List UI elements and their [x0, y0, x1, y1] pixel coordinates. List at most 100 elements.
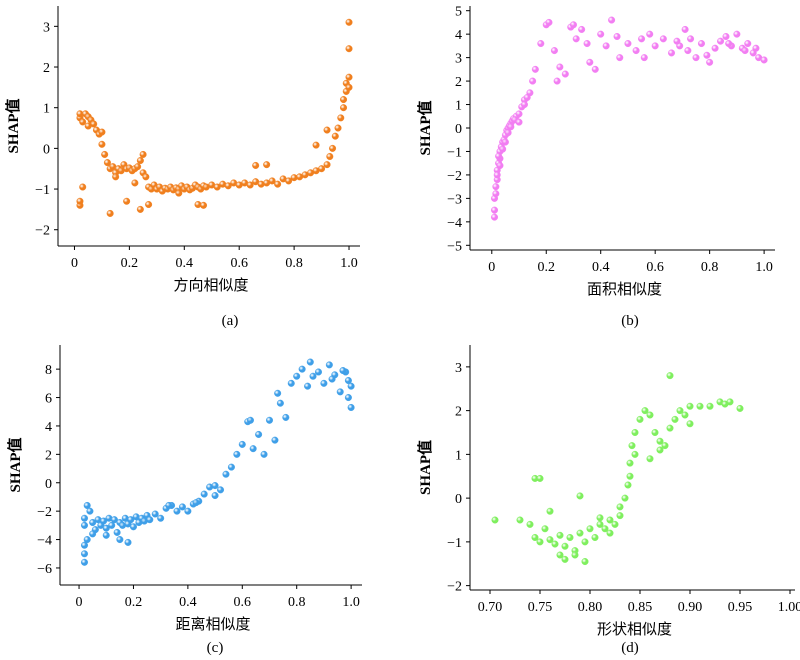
x-tick-label: 0.2	[125, 595, 143, 610]
data-point	[641, 407, 649, 415]
panel-caption: (d)	[621, 640, 639, 656]
x-tick-label: 0.6	[234, 595, 252, 610]
data-point	[531, 65, 539, 73]
data-point	[516, 516, 524, 524]
data-point	[638, 35, 646, 43]
data-point	[493, 171, 501, 179]
data-point	[265, 416, 273, 424]
data-point	[591, 534, 599, 542]
data-point	[602, 42, 610, 50]
data-point	[326, 153, 334, 161]
data-point	[721, 400, 729, 408]
data-point	[646, 30, 654, 38]
data-point	[139, 150, 147, 158]
data-point	[586, 58, 594, 66]
x-tick-label: 0.70	[478, 600, 503, 615]
chart-panel-c: 0 0.2 0.4 0.6 0.8 1.0 −6 −4 −2 0 2 4 6 8 距离相似度 SHAP值 (c)	[6, 345, 362, 656]
y-tick-label: −4	[447, 216, 462, 231]
data-point	[536, 538, 544, 546]
y-tick-label: −2	[37, 505, 52, 520]
y-tick-label: 4	[45, 420, 52, 435]
data-point	[90, 120, 98, 128]
data-point	[556, 551, 564, 559]
data-point	[100, 517, 108, 525]
data-point	[687, 35, 695, 43]
data-point	[271, 436, 279, 444]
data-point	[717, 37, 725, 45]
data-point	[561, 542, 569, 550]
data-point	[692, 54, 700, 62]
data-point	[646, 455, 654, 463]
data-point	[200, 490, 208, 498]
data-point	[116, 536, 124, 544]
y-tick-label: 2	[43, 61, 50, 76]
data-point	[285, 177, 293, 185]
y-tick-label: 8	[45, 363, 52, 378]
data-point	[572, 35, 580, 43]
data-point	[175, 189, 183, 197]
data-point	[287, 379, 295, 387]
data-point	[80, 521, 88, 529]
data-point	[173, 507, 181, 515]
data-point	[686, 402, 694, 410]
data-point	[79, 183, 87, 191]
chart-panel-b: 0 0.2 0.4 0.6 0.8 1.0 −5 −4 −3 −2 −1 0 1 2 3 4 5 面积相似度 SHA…	[416, 5, 775, 329]
data-point	[124, 538, 132, 546]
data-point	[136, 157, 144, 165]
y-tick-label: −1	[447, 145, 462, 160]
data-point	[491, 206, 499, 214]
y-tick-label: 3	[43, 20, 50, 35]
x-tick-label: 0.4	[592, 260, 610, 275]
y-axis-title: SHAP值	[416, 440, 434, 495]
data-point	[556, 63, 564, 71]
data-point	[668, 49, 676, 57]
y-tick-label: 1	[455, 448, 462, 463]
y-tick-label: 0	[45, 477, 52, 492]
data-point	[553, 77, 561, 85]
data-point	[656, 437, 664, 445]
data-point	[345, 45, 353, 53]
x-axis-title: 形状相似度	[597, 620, 672, 638]
data-point	[217, 486, 225, 494]
data-point	[345, 73, 353, 81]
data-point	[601, 525, 609, 533]
data-point	[631, 450, 639, 458]
data-point	[260, 450, 268, 458]
data-point	[222, 470, 230, 478]
data-point	[347, 403, 355, 411]
data-point	[676, 407, 684, 415]
panel-caption: (c)	[207, 640, 224, 656]
data-point	[578, 25, 586, 33]
data-point	[200, 201, 208, 209]
data-point	[597, 30, 605, 38]
x-tick-label: 1.0	[755, 260, 773, 275]
data-point	[344, 377, 352, 385]
y-tick-label: 0	[455, 492, 462, 507]
data-point	[102, 524, 110, 532]
data-point	[526, 89, 534, 97]
data-point	[249, 445, 257, 453]
data-point	[246, 181, 254, 189]
data-point	[80, 558, 88, 566]
data-point	[224, 182, 232, 190]
x-tick-label: 0.8	[288, 595, 306, 610]
data-point	[323, 126, 331, 134]
data-point	[329, 144, 337, 152]
x-tick-label: 1.00	[778, 600, 800, 615]
data-point	[646, 411, 654, 419]
y-tick-label: −5	[447, 239, 462, 254]
data-point	[656, 446, 664, 454]
data-point	[334, 124, 342, 132]
x-tick-label: 0.2	[538, 260, 556, 275]
data-point	[501, 138, 509, 146]
data-point	[722, 33, 730, 41]
data-point	[686, 420, 694, 428]
data-point	[507, 123, 515, 131]
data-point	[569, 21, 577, 29]
data-point	[576, 529, 584, 537]
data-point	[624, 481, 632, 489]
data-point	[131, 179, 139, 187]
data-point	[80, 514, 88, 522]
data-point	[491, 213, 499, 221]
panel-caption: (a)	[222, 313, 239, 329]
